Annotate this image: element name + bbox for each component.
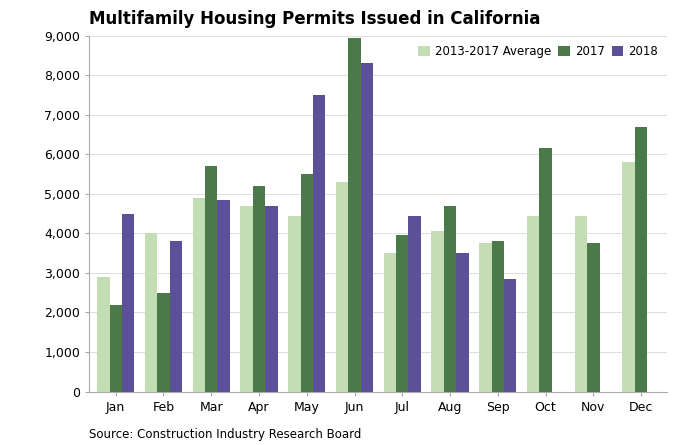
Bar [288, 215, 301, 392]
Bar [301, 174, 313, 392]
Bar [384, 253, 396, 392]
Bar [122, 214, 134, 392]
Bar [456, 253, 469, 392]
Bar [444, 206, 456, 392]
Bar [635, 126, 647, 392]
Bar [431, 231, 444, 392]
Text: Source: Construction Industry Research Board: Source: Construction Industry Research B… [89, 428, 362, 441]
Bar [396, 235, 409, 392]
Bar [336, 182, 348, 392]
Bar [217, 200, 230, 392]
Bar [623, 162, 635, 392]
Bar [158, 293, 170, 392]
Bar [479, 243, 492, 392]
Legend: 2013-2017 Average, 2017, 2018: 2013-2017 Average, 2017, 2018 [415, 41, 661, 61]
Bar [109, 304, 122, 392]
Bar [265, 206, 278, 392]
Bar [170, 241, 182, 392]
Bar [361, 63, 373, 392]
Bar [504, 279, 517, 392]
Bar [193, 198, 205, 392]
Bar [313, 95, 325, 392]
Bar [492, 241, 504, 392]
Bar [348, 37, 361, 392]
Bar [539, 148, 552, 392]
Text: Multifamily Housing Permits Issued in California: Multifamily Housing Permits Issued in Ca… [89, 11, 541, 28]
Bar [145, 233, 158, 392]
Bar [527, 215, 539, 392]
Bar [574, 215, 587, 392]
Bar [97, 277, 109, 392]
Bar [240, 206, 252, 392]
Bar [587, 243, 599, 392]
Bar [252, 186, 265, 392]
Bar [205, 166, 217, 392]
Bar [409, 215, 421, 392]
